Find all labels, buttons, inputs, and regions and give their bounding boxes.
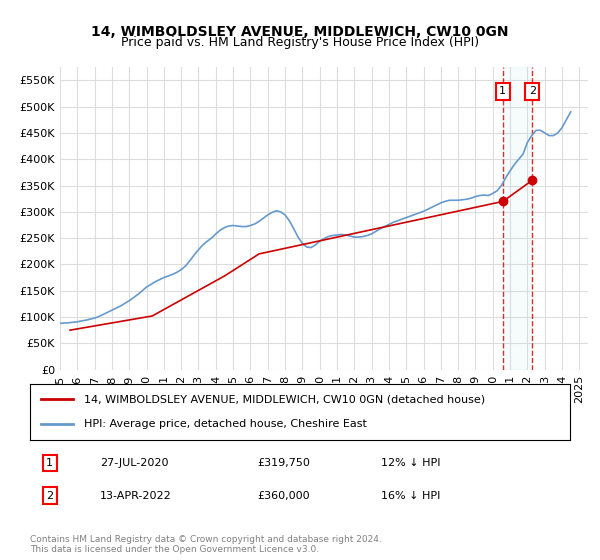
Text: 16% ↓ HPI: 16% ↓ HPI bbox=[381, 491, 440, 501]
Text: £319,750: £319,750 bbox=[257, 458, 310, 468]
Text: £360,000: £360,000 bbox=[257, 491, 310, 501]
Text: 1: 1 bbox=[46, 458, 53, 468]
Text: 13-APR-2022: 13-APR-2022 bbox=[100, 491, 172, 501]
Text: 2: 2 bbox=[46, 491, 53, 501]
Text: 12% ↓ HPI: 12% ↓ HPI bbox=[381, 458, 440, 468]
Bar bbox=[503, 67, 532, 370]
Text: 27-JUL-2020: 27-JUL-2020 bbox=[100, 458, 169, 468]
Text: Contains HM Land Registry data © Crown copyright and database right 2024.
This d: Contains HM Land Registry data © Crown c… bbox=[30, 535, 382, 554]
Text: HPI: Average price, detached house, Cheshire East: HPI: Average price, detached house, Ches… bbox=[84, 419, 367, 429]
Text: 14, WIMBOLDSLEY AVENUE, MIDDLEWICH, CW10 0GN (detached house): 14, WIMBOLDSLEY AVENUE, MIDDLEWICH, CW10… bbox=[84, 394, 485, 404]
Text: 2: 2 bbox=[529, 86, 536, 96]
Text: Price paid vs. HM Land Registry's House Price Index (HPI): Price paid vs. HM Land Registry's House … bbox=[121, 36, 479, 49]
Text: 14, WIMBOLDSLEY AVENUE, MIDDLEWICH, CW10 0GN: 14, WIMBOLDSLEY AVENUE, MIDDLEWICH, CW10… bbox=[91, 25, 509, 39]
Text: 1: 1 bbox=[499, 86, 506, 96]
